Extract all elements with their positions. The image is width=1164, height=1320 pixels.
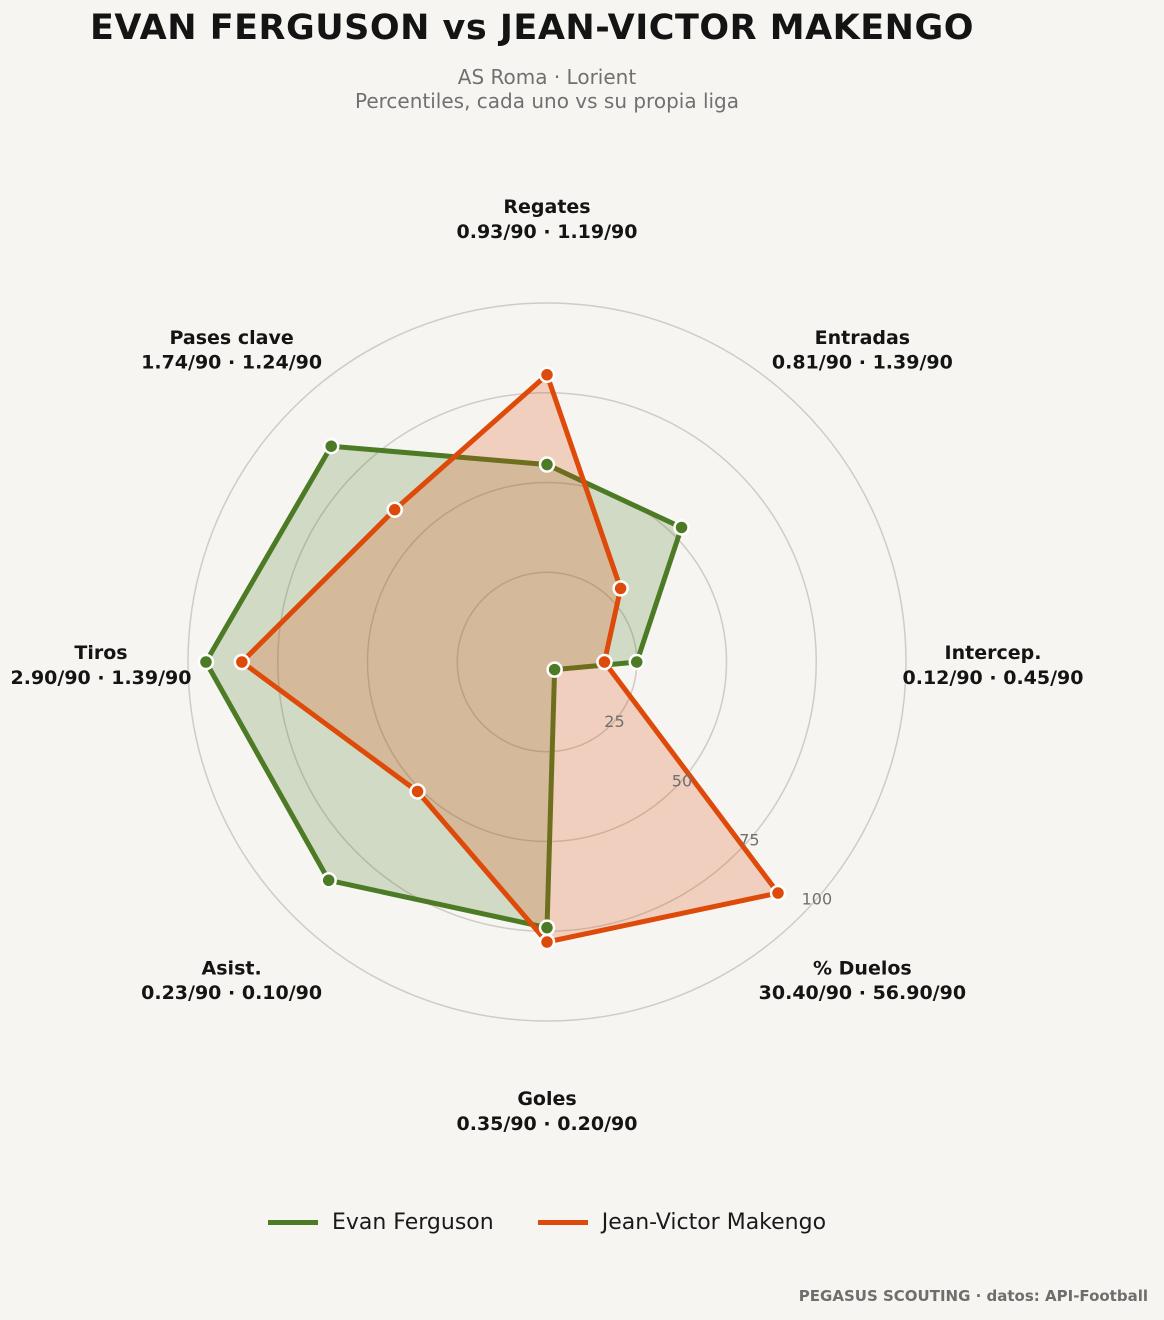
axis-label-1: Regates 0.93/90 · 1.19/90 — [457, 196, 638, 243]
radar-points — [197, 366, 787, 951]
axis-label-3: Intercep. 0.12/90 · 0.45/90 — [903, 642, 1084, 689]
subtitle-clubs: AS Roma · Lorient — [457, 65, 637, 89]
axis-detail-7: 2.90/90 · 1.39/90 — [11, 667, 192, 689]
radar-ring-labels: 25 50 75 100 — [604, 712, 832, 909]
series-1-point-2 — [673, 519, 690, 536]
grid-ring-2 — [366, 481, 728, 843]
legend-label-series-1: Evan Ferguson — [331, 1210, 494, 1235]
ring-label-2: 50 — [672, 771, 692, 790]
legend-item-series-2: Jean-Victor Makengo — [537, 1210, 827, 1235]
legend-swatch-series-1 — [267, 1220, 318, 1225]
axis-detail-2: 0.81/90 · 1.39/90 — [772, 351, 953, 373]
series-area-2 — [241, 374, 778, 942]
axis-detail-4: 30.40/90 · 56.90/90 — [759, 982, 966, 1004]
series-1-point-6 — [320, 872, 337, 889]
axis-label-4: % Duelos 30.40/90 · 56.90/90 — [759, 958, 966, 1005]
series-1-point-5 — [538, 919, 556, 936]
footer-credit: PEGASUS SCOUTING · datos: API-Football — [798, 1287, 1148, 1305]
legend: Evan Ferguson Jean-Victor Makengo — [0, 1210, 1094, 1235]
series-2-point-4 — [769, 884, 787, 902]
axis-detail-3: 0.12/90 · 0.45/90 — [903, 667, 1084, 689]
series-1-point-7 — [197, 653, 215, 671]
axis-name-4: % Duelos — [813, 958, 912, 980]
series-2-point-1 — [538, 366, 556, 384]
radar-axis-labels: Regates 0.93/90 · 1.19/90 Entradas 0.81/90 … — [11, 196, 1084, 1135]
axis-detail-1: 0.93/90 · 1.19/90 — [457, 221, 638, 243]
legend-label-series-2: Jean-Victor Makengo — [601, 1210, 827, 1235]
axis-name-1: Regates — [503, 196, 590, 218]
series-1-point-4 — [546, 661, 563, 678]
ring-label-1: 25 — [604, 712, 624, 731]
series-2-point-2 — [612, 580, 629, 597]
axis-detail-5: 0.35/90 · 0.20/90 — [457, 1113, 638, 1135]
series-2-point-5 — [538, 933, 556, 951]
axis-label-2: Entradas 0.81/90 · 1.39/90 — [772, 327, 953, 374]
axis-name-5: Goles — [517, 1088, 576, 1110]
axis-name-6: Asist. — [202, 958, 262, 980]
radar-areas — [203, 370, 783, 945]
series-1-point-3 — [628, 653, 645, 671]
ring-label-4: 100 — [802, 890, 833, 909]
subtitle-description: Percentiles, cada uno vs su propia liga — [354, 89, 740, 113]
axis-label-8: Pases clave 1.74/90 · 1.24/90 — [141, 327, 322, 374]
series-2-point-8 — [386, 501, 403, 518]
series-2-point-7 — [233, 653, 251, 671]
legend-item-series-1: Evan Ferguson — [267, 1210, 494, 1235]
series-1-point-8 — [322, 437, 340, 455]
axis-name-8: Pases clave — [170, 327, 294, 349]
series-area-1 — [205, 446, 682, 928]
axis-name-2: Entradas — [815, 327, 911, 349]
page-title: EVAN FERGUSON vs JEAN-VICTOR MAKENGO — [90, 8, 974, 48]
axis-detail-6: 0.23/90 · 0.10/90 — [141, 982, 322, 1004]
axis-detail-8: 1.74/90 · 1.24/90 — [141, 351, 322, 373]
legend-swatch-series-2 — [537, 1220, 588, 1225]
series-2-point-3 — [596, 653, 613, 671]
axis-label-6: Asist. 0.23/90 · 0.10/90 — [141, 958, 322, 1005]
axis-label-7: Tiros 2.90/90 · 1.39/90 — [11, 642, 192, 689]
grid-ring-4 — [187, 302, 907, 1022]
axis-name-7: Tiros — [74, 642, 127, 664]
ring-label-3: 75 — [739, 831, 759, 850]
axis-name-3: Intercep. — [945, 642, 1042, 664]
series-1-point-1 — [538, 456, 556, 473]
series-2-point-6 — [409, 783, 426, 800]
axis-label-5: Goles 0.35/90 · 0.20/90 — [457, 1088, 638, 1135]
